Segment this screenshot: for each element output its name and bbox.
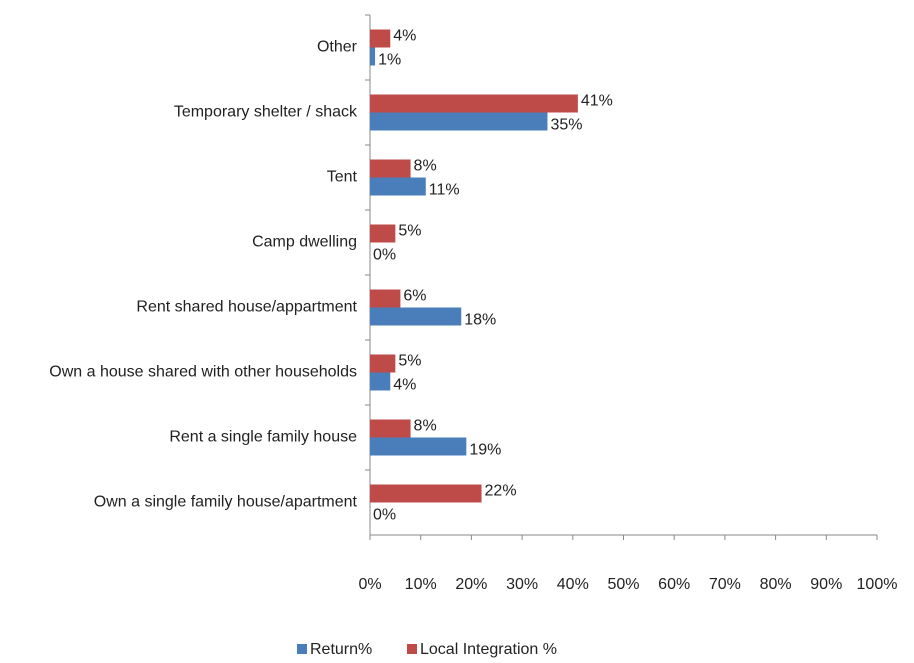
data-label: 8% <box>414 158 437 175</box>
data-label: 5% <box>398 353 421 370</box>
y-tick-label: Own a house shared with other households <box>49 364 357 381</box>
x-tick-label: 60% <box>658 576 690 593</box>
data-label: 22% <box>485 483 517 500</box>
x-tick-label: 100% <box>857 576 898 593</box>
x-tick-label: 50% <box>607 576 639 593</box>
data-label: 0% <box>373 247 396 264</box>
bar <box>370 47 376 66</box>
x-tick-label: 30% <box>506 576 538 593</box>
data-label: 6% <box>403 288 426 305</box>
legend-swatch <box>297 644 307 654</box>
data-label: 41% <box>581 93 613 110</box>
data-label: 1% <box>378 52 401 69</box>
data-label: 5% <box>398 223 421 240</box>
bar <box>370 307 462 326</box>
bar <box>370 112 548 131</box>
y-tick-label: Rent shared house/appartment <box>136 299 357 316</box>
x-tick-label: 70% <box>709 576 741 593</box>
legend-label: Local Integration % <box>420 641 557 658</box>
bar <box>370 289 401 308</box>
data-label: 0% <box>373 507 396 524</box>
y-tick-label: Tent <box>327 169 358 186</box>
bar <box>370 94 578 113</box>
data-label: 19% <box>469 442 501 459</box>
data-label: 18% <box>464 312 496 329</box>
bar <box>370 177 426 196</box>
x-tick-label: 40% <box>557 576 589 593</box>
bar <box>370 372 391 391</box>
y-tick-label: Rent a single family house <box>169 429 357 446</box>
y-tick-label: Other <box>317 39 358 56</box>
bar <box>370 437 467 456</box>
data-label: 8% <box>414 418 437 435</box>
bar <box>370 354 396 373</box>
bar <box>370 159 411 178</box>
y-tick-label: Temporary shelter / shack <box>174 104 358 121</box>
y-tick-label: Own a single family house/apartment <box>94 494 358 511</box>
y-tick-label: Camp dwelling <box>252 234 357 251</box>
bar <box>370 419 411 438</box>
legend-label: Return% <box>310 641 372 658</box>
x-tick-label: 80% <box>760 576 792 593</box>
data-label: 4% <box>393 28 416 45</box>
x-tick-label: 0% <box>358 576 381 593</box>
x-tick-label: 20% <box>455 576 487 593</box>
bar <box>370 484 482 503</box>
bar <box>370 29 391 48</box>
x-tick-label: 90% <box>810 576 842 593</box>
bar <box>370 224 396 243</box>
x-tick-label: 10% <box>405 576 437 593</box>
legend-swatch <box>407 644 417 654</box>
data-label: 11% <box>429 182 460 199</box>
data-label: 4% <box>393 377 416 394</box>
data-label: 35% <box>550 117 582 134</box>
